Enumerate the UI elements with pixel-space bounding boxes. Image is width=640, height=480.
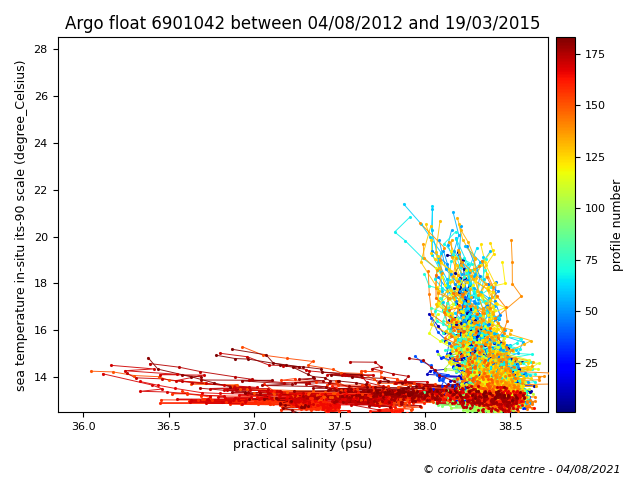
Y-axis label: profile number: profile number [611, 179, 624, 271]
Title: Argo float 6901042 between 04/08/2012 and 19/03/2015: Argo float 6901042 between 04/08/2012 an… [65, 15, 541, 33]
Text: © coriolis data centre - 04/08/2021: © coriolis data centre - 04/08/2021 [423, 465, 621, 475]
Y-axis label: sea temperature in-situ its-90 scale (degree_Celsius): sea temperature in-situ its-90 scale (de… [15, 59, 28, 391]
X-axis label: practical salinity (psu): practical salinity (psu) [233, 438, 372, 451]
